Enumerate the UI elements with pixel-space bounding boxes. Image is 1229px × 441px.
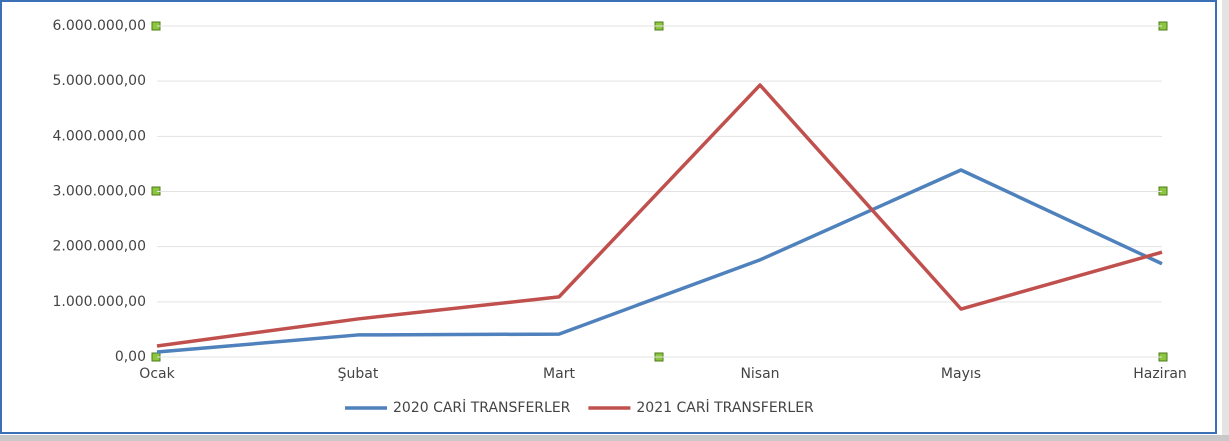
y-tick-label: 2.000.000,00 — [52, 239, 146, 255]
legend-label: 2020 CARİ TRANSFERLER — [393, 398, 571, 416]
bottom-strip — [0, 435, 1229, 441]
side-strip — [1222, 0, 1229, 435]
y-tick-label: 3.000.000,00 — [52, 184, 146, 200]
x-tick-label: Haziran — [1133, 366, 1187, 382]
y-tick-label: 1.000.000,00 — [52, 294, 146, 310]
x-tick-label: Mayıs — [941, 366, 981, 382]
series-line — [156, 168, 1163, 354]
x-tick-label: Nisan — [740, 366, 779, 382]
x-tick-label: Mart — [543, 366, 575, 382]
frame — [0, 0, 1217, 434]
series-line — [156, 83, 1163, 348]
x-tick-label: Şubat — [338, 366, 379, 382]
y-tick-label: 6.000.000,00 — [52, 18, 146, 34]
legend-label: 2021 CARİ TRANSFERLER — [636, 398, 814, 416]
y-tick-label: 5.000.000,00 — [52, 73, 146, 89]
x-tick-label: Ocak — [139, 366, 175, 382]
y-tick-label: 4.000.000,00 — [52, 128, 146, 144]
y-tick-label: 0,00 — [115, 349, 146, 365]
